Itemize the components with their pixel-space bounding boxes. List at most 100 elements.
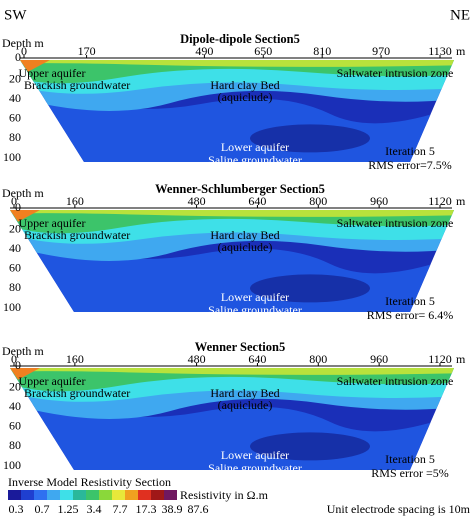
legend-unit: Resistivity in Ω.m bbox=[180, 488, 269, 502]
annotation: Iteration 5 bbox=[385, 452, 435, 466]
legend-swatch bbox=[164, 490, 177, 500]
low-patch bbox=[250, 124, 370, 153]
x-unit: m bbox=[456, 352, 466, 366]
depth-tick-label: 40 bbox=[9, 241, 21, 255]
depth-tick-label: 80 bbox=[9, 438, 21, 452]
legend-swatch bbox=[60, 490, 73, 500]
legend-swatch bbox=[8, 490, 21, 500]
annotation: Saltwater intrusion zone bbox=[337, 374, 454, 388]
x-unit: m bbox=[456, 194, 466, 208]
orange-patch bbox=[20, 60, 50, 72]
depth-tick-label: 0 bbox=[15, 50, 21, 64]
yellow-layer bbox=[10, 368, 454, 375]
annotation: Saline groundwater bbox=[208, 303, 302, 317]
panel-title: Dipole-dipole Section5 bbox=[180, 32, 300, 46]
depth-tick-label: 40 bbox=[9, 399, 21, 413]
legend-swatch bbox=[34, 490, 47, 500]
annotation: (aquiclude) bbox=[218, 398, 273, 412]
legend-label: 1.25 bbox=[58, 502, 79, 516]
x-tick-label: 800 bbox=[309, 194, 327, 208]
legend-note: Unit electrode spacing is 10m bbox=[327, 502, 471, 516]
legend-swatch bbox=[21, 490, 34, 500]
yellow-layer bbox=[10, 210, 454, 217]
corner-label: SW bbox=[4, 7, 27, 23]
annotation: Upper aquifer bbox=[19, 66, 86, 80]
x-tick-label: 970 bbox=[372, 44, 390, 58]
section bbox=[20, 60, 454, 162]
legend-label: 3.4 bbox=[87, 502, 102, 516]
depth-tick-label: 60 bbox=[9, 261, 21, 275]
annotation: Hard clay Bed bbox=[210, 228, 279, 242]
x-tick-label: 160 bbox=[66, 352, 84, 366]
annotation: Upper aquifer bbox=[19, 374, 86, 388]
annotation: RMS error =5% bbox=[371, 466, 448, 480]
annotation: (aquiclude) bbox=[218, 90, 273, 104]
annotation: RMS error=7.5% bbox=[368, 158, 451, 172]
x-tick-label: 650 bbox=[254, 44, 272, 58]
annotation: Hard clay Bed bbox=[210, 386, 279, 400]
annotation: Brackish groundwater bbox=[24, 386, 130, 400]
x-tick-label: 0 bbox=[21, 44, 27, 58]
panel-title: Wenner Section5 bbox=[195, 340, 285, 354]
depth-tick-label: 40 bbox=[9, 91, 21, 105]
depth-tick-label: 100 bbox=[3, 150, 21, 164]
depth-tick-label: 80 bbox=[9, 280, 21, 294]
legend-swatch bbox=[138, 490, 151, 500]
x-unit: m bbox=[456, 44, 466, 58]
panel-title: Wenner-Schlumberger Section5 bbox=[155, 182, 325, 196]
annotation: Upper aquifer bbox=[19, 216, 86, 230]
legend-label: 7.7 bbox=[113, 502, 128, 516]
annotation: Saline groundwater bbox=[208, 153, 302, 167]
x-tick-label: 960 bbox=[370, 352, 388, 366]
corner-label: NE bbox=[450, 7, 470, 23]
depth-tick-label: 60 bbox=[9, 111, 21, 125]
low-patch bbox=[250, 432, 370, 461]
legend-swatch bbox=[151, 490, 164, 500]
x-tick-label: 640 bbox=[248, 352, 266, 366]
depth-label: Depth m bbox=[2, 36, 44, 50]
x-tick-label: 1120 bbox=[428, 194, 452, 208]
depth-tick-label: 20 bbox=[9, 379, 21, 393]
annotation: Brackish groundwater bbox=[24, 78, 130, 92]
x-tick-label: 640 bbox=[248, 194, 266, 208]
x-tick-label: 0 bbox=[11, 352, 17, 366]
legend-label: 0.3 bbox=[9, 502, 24, 516]
x-tick-label: 480 bbox=[188, 352, 206, 366]
legend-label: 0.7 bbox=[35, 502, 50, 516]
annotation: Saltwater intrusion zone bbox=[337, 66, 454, 80]
yellow-layer bbox=[20, 60, 454, 67]
depth-tick-label: 20 bbox=[9, 71, 21, 85]
legend-swatch bbox=[112, 490, 125, 500]
x-tick-label: 960 bbox=[370, 194, 388, 208]
annotation: Iteration 5 bbox=[385, 294, 435, 308]
legend-label: 87.6 bbox=[188, 502, 209, 516]
x-tick-label: 160 bbox=[66, 194, 84, 208]
legend-swatch bbox=[125, 490, 138, 500]
legend-label: 17.3 bbox=[136, 502, 157, 516]
annotation: Lower aquifer bbox=[221, 290, 289, 304]
low-patch bbox=[250, 274, 370, 303]
legend-label: 38.9 bbox=[162, 502, 183, 516]
legend-swatch bbox=[86, 490, 99, 500]
x-tick-label: 480 bbox=[188, 194, 206, 208]
annotation: Saltwater intrusion zone bbox=[337, 216, 454, 230]
x-tick-label: 1130 bbox=[428, 44, 452, 58]
annotation: Brackish groundwater bbox=[24, 228, 130, 242]
x-tick-label: 810 bbox=[313, 44, 331, 58]
annotation: Lower aquifer bbox=[221, 448, 289, 462]
legend-swatch bbox=[47, 490, 60, 500]
annotation: Saline groundwater bbox=[208, 461, 302, 475]
depth-tick-label: 80 bbox=[9, 130, 21, 144]
x-tick-label: 1120 bbox=[428, 352, 452, 366]
orange-patch bbox=[10, 210, 40, 222]
legend-title: Inverse Model Resistivity Section bbox=[8, 475, 171, 489]
section bbox=[10, 368, 454, 470]
x-tick-label: 800 bbox=[309, 352, 327, 366]
depth-tick-label: 100 bbox=[3, 300, 21, 314]
legend-swatch bbox=[99, 490, 112, 500]
orange-patch bbox=[10, 368, 40, 380]
depth-tick-label: 0 bbox=[15, 358, 21, 372]
annotation: Iteration 5 bbox=[385, 144, 435, 158]
x-tick-label: 0 bbox=[11, 194, 17, 208]
depth-tick-label: 20 bbox=[9, 221, 21, 235]
